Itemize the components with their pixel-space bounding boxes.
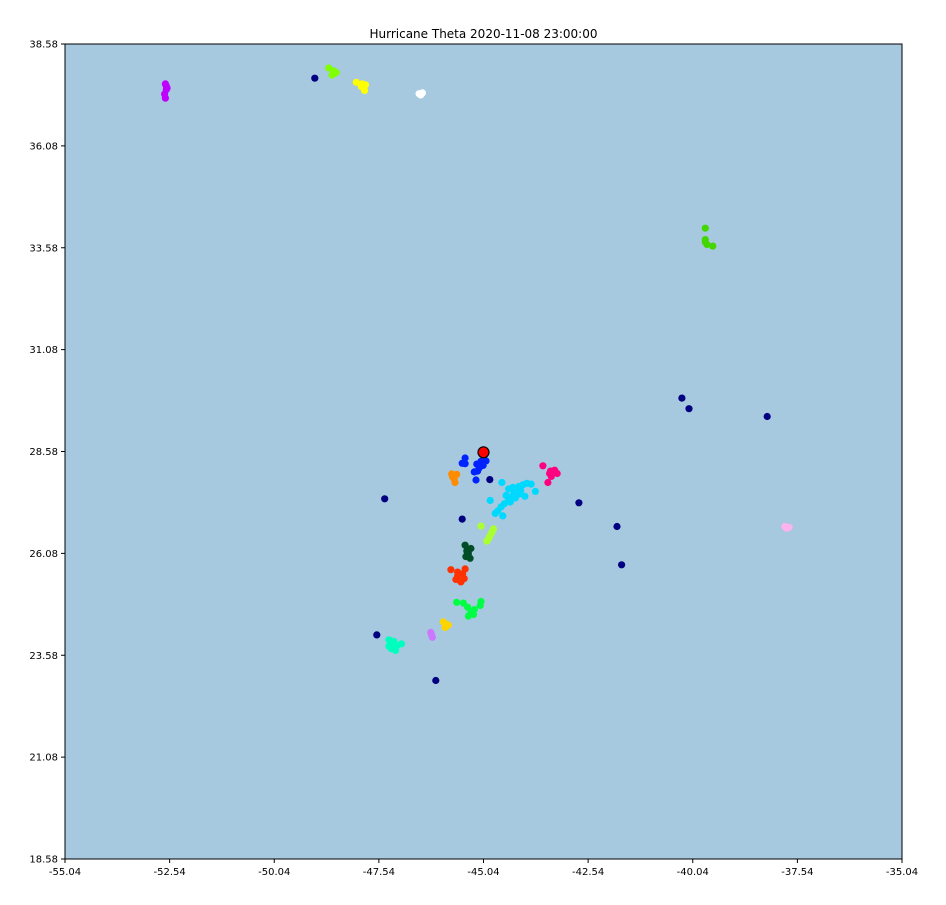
data-point <box>392 646 400 655</box>
data-point <box>709 242 717 250</box>
data-point <box>678 394 686 402</box>
data-point <box>701 224 709 232</box>
y-tick-label: 21.08 <box>29 753 58 764</box>
data-point <box>461 541 469 549</box>
data-point <box>486 476 494 484</box>
data-point <box>452 575 460 584</box>
plot-frame <box>64 43 903 860</box>
x-tick-label: -35.04 <box>886 867 918 878</box>
data-point <box>613 522 621 531</box>
chart-title: Hurricane Theta 2020-11-08 23:00:00 <box>369 27 597 41</box>
data-point <box>483 537 491 545</box>
data-point <box>618 561 626 569</box>
data-point <box>361 81 370 89</box>
data-point <box>461 454 469 462</box>
x-tick-label: -55.04 <box>49 867 81 878</box>
data-point <box>575 499 583 507</box>
y-tick-label: 28.58 <box>29 447 58 458</box>
data-point <box>458 459 466 467</box>
data-point <box>161 94 169 102</box>
data-point <box>373 631 381 639</box>
data-point <box>701 238 709 246</box>
data-point <box>328 71 336 79</box>
data-point <box>470 468 478 476</box>
data-point <box>432 676 440 685</box>
x-tick-label: -50.04 <box>258 867 290 878</box>
data-point <box>417 91 425 99</box>
data-point <box>782 524 791 532</box>
data-point <box>397 640 406 648</box>
data-point <box>491 509 499 517</box>
data-point <box>453 598 461 606</box>
data-point <box>506 498 514 506</box>
data-point <box>539 462 547 470</box>
data-point <box>381 495 389 503</box>
data-point <box>458 515 466 523</box>
data-point <box>488 528 496 536</box>
data-point <box>441 623 449 632</box>
y-tick-label: 33.58 <box>29 243 58 254</box>
data-point <box>763 412 771 421</box>
data-point <box>486 496 494 504</box>
y-tick-label: 31.08 <box>29 345 58 356</box>
data-point <box>544 478 552 487</box>
data-point <box>531 487 540 495</box>
data-point <box>477 522 485 530</box>
x-tick-label: -40.04 <box>677 867 709 878</box>
y-tick-label: 38.58 <box>29 40 58 51</box>
data-point <box>451 478 459 487</box>
y-tick-label: 23.58 <box>29 651 58 662</box>
x-tick-label: -42.54 <box>572 867 604 878</box>
data-point <box>521 492 529 500</box>
data-point <box>472 476 480 484</box>
data-point <box>477 597 485 606</box>
data-point <box>515 490 524 498</box>
data-point <box>527 480 535 488</box>
y-tick-label: 36.08 <box>29 141 58 152</box>
y-tick-label: 26.08 <box>29 549 58 560</box>
data-point <box>509 491 517 500</box>
data-point <box>462 553 470 561</box>
x-axis: -55.04 -52.54 -50.04 -47.54 -45.04 -42.54 -40.… <box>49 859 918 878</box>
data-point <box>475 464 483 472</box>
data-point <box>447 566 455 574</box>
hurricane-center-point <box>477 446 490 459</box>
data-point <box>162 82 170 90</box>
x-tick-label: -47.54 <box>363 867 395 878</box>
data-point <box>428 633 436 641</box>
data-point <box>352 78 360 86</box>
data-point <box>477 457 485 465</box>
data-point <box>311 74 319 82</box>
y-tick-label: 18.58 <box>29 855 58 866</box>
data-point <box>467 544 475 553</box>
data-point <box>502 491 510 500</box>
data-point <box>498 478 506 487</box>
data-point <box>469 610 478 619</box>
x-tick-label: -45.04 <box>467 867 499 878</box>
x-tick-label: -52.54 <box>154 867 186 878</box>
y-axis: 18.58 21.08 23.58 26.08 28.58 31.08 33.58 36.08… <box>29 40 65 866</box>
data-point <box>461 565 469 573</box>
data-point <box>685 405 693 413</box>
data-points <box>161 64 793 685</box>
data-point <box>389 639 397 647</box>
data-point <box>546 469 554 478</box>
data-point <box>499 512 507 520</box>
x-tick-label: -37.54 <box>781 867 813 878</box>
data-point <box>448 473 457 481</box>
